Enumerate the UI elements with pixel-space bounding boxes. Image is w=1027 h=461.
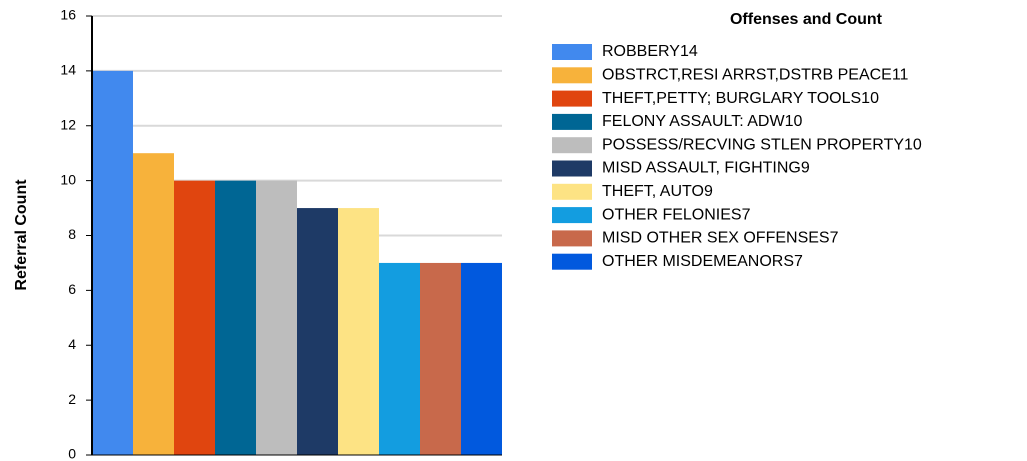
legend-swatch xyxy=(552,253,592,270)
legend-label: THEFT,PETTY; BURGLARY TOOLS10 xyxy=(602,90,879,107)
bar xyxy=(133,153,174,455)
bar xyxy=(174,180,215,455)
legend-swatch xyxy=(552,207,592,224)
bar xyxy=(420,262,461,455)
bar xyxy=(297,208,338,455)
legend-swatch xyxy=(552,44,592,60)
legend-swatch xyxy=(552,67,592,84)
legend-swatch xyxy=(552,183,592,200)
bar xyxy=(92,70,133,455)
y-tick-label: 12 xyxy=(60,116,76,132)
legend-label: MISD OTHER SEX OFFENSES7 xyxy=(602,230,839,247)
y-tick-label: 6 xyxy=(68,281,76,297)
legend-label: ROBBERY14 xyxy=(602,43,698,60)
legend-title: Offenses and Count xyxy=(730,11,883,28)
bar xyxy=(215,180,256,455)
y-tick-label: 4 xyxy=(68,336,76,352)
legend-label: OBSTRCT,RESI ARRST,DSTRB PEACE11 xyxy=(602,67,909,84)
legend-swatch xyxy=(552,137,592,154)
bar xyxy=(338,208,379,455)
bar xyxy=(461,262,502,455)
y-tick-label: 10 xyxy=(60,171,76,187)
y-tick-label: 14 xyxy=(60,62,76,78)
y-tick-label: 8 xyxy=(68,226,76,242)
legend-swatch xyxy=(552,113,592,130)
legend-swatch xyxy=(552,90,592,107)
y-tick-label: 0 xyxy=(68,446,76,461)
legend-label: THEFT, AUTO9 xyxy=(602,183,713,200)
y-tick-label: 2 xyxy=(68,391,76,407)
legend-label: OTHER FELONIES7 xyxy=(602,206,751,223)
bar xyxy=(256,180,297,455)
legend-label: FELONY ASSAULT: ADW10 xyxy=(602,113,802,130)
legend-label: POSSESS/RECVING STLEN PROPERTY10 xyxy=(602,136,922,153)
legend-label: MISD ASSAULT, FIGHTING9 xyxy=(602,160,810,177)
bar xyxy=(379,262,420,455)
y-axis-label: Referral Count xyxy=(13,179,30,291)
legend-swatch xyxy=(552,160,592,177)
legend-label: OTHER MISDEMEANORS7 xyxy=(602,253,803,270)
y-tick-label: 16 xyxy=(60,7,76,23)
legend-swatch xyxy=(552,230,592,247)
